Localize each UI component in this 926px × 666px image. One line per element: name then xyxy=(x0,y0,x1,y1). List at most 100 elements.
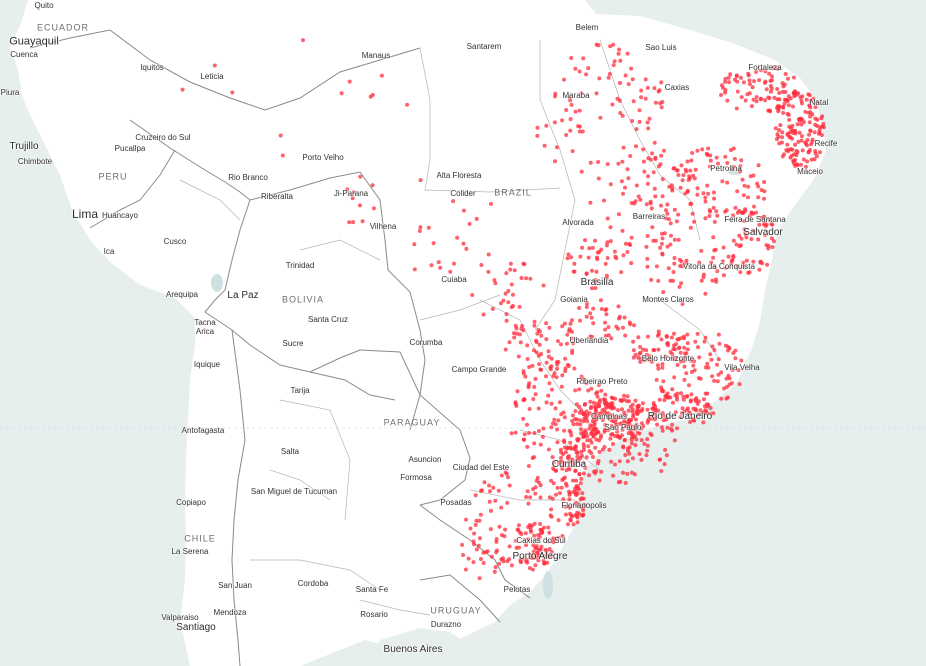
location-marker[interactable] xyxy=(655,363,660,368)
location-marker[interactable] xyxy=(705,411,710,416)
location-marker[interactable] xyxy=(791,75,796,80)
location-marker[interactable] xyxy=(531,549,536,554)
location-marker[interactable] xyxy=(633,424,638,429)
city-label[interactable]: Mendoza xyxy=(213,608,247,617)
location-marker[interactable] xyxy=(703,391,708,396)
location-marker[interactable] xyxy=(519,326,524,331)
location-marker[interactable] xyxy=(746,184,751,189)
location-marker[interactable] xyxy=(579,427,583,432)
location-marker[interactable] xyxy=(546,354,551,359)
city-label[interactable]: Natal xyxy=(809,98,829,107)
location-marker[interactable] xyxy=(546,539,550,544)
location-marker[interactable] xyxy=(482,480,487,485)
location-marker[interactable] xyxy=(668,278,673,283)
city-label[interactable]: Caxias do Sul xyxy=(516,536,566,545)
location-marker[interactable] xyxy=(499,505,504,510)
location-marker[interactable] xyxy=(751,259,756,264)
location-marker[interactable] xyxy=(630,77,635,82)
location-marker[interactable] xyxy=(547,381,552,386)
location-marker[interactable] xyxy=(715,379,720,384)
location-marker[interactable] xyxy=(733,356,738,361)
location-marker[interactable] xyxy=(629,261,634,266)
location-marker[interactable] xyxy=(741,260,746,265)
location-marker[interactable] xyxy=(632,427,637,432)
location-marker[interactable] xyxy=(463,567,468,572)
location-marker[interactable] xyxy=(569,336,574,341)
location-marker[interactable] xyxy=(660,100,665,104)
location-marker[interactable] xyxy=(412,267,417,272)
location-marker[interactable] xyxy=(580,129,585,134)
city-label[interactable]: Buenos Aires xyxy=(383,644,443,655)
location-marker[interactable] xyxy=(638,359,643,364)
location-marker[interactable] xyxy=(733,205,738,210)
location-marker[interactable] xyxy=(807,120,812,125)
location-marker[interactable] xyxy=(586,66,591,71)
location-marker[interactable] xyxy=(497,524,502,529)
city-label[interactable]: Rio de Janeiro xyxy=(647,411,713,422)
city-label[interactable]: Iquique xyxy=(193,360,221,369)
location-marker[interactable] xyxy=(658,457,663,462)
location-marker[interactable] xyxy=(606,411,611,416)
location-marker[interactable] xyxy=(351,190,356,195)
location-marker[interactable] xyxy=(604,307,609,312)
location-marker[interactable] xyxy=(471,560,476,565)
location-marker[interactable] xyxy=(609,432,614,437)
location-marker[interactable] xyxy=(646,126,651,131)
location-marker[interactable] xyxy=(568,518,573,523)
location-marker[interactable] xyxy=(804,97,809,102)
location-marker[interactable] xyxy=(629,437,634,442)
location-marker[interactable] xyxy=(785,111,790,116)
location-marker[interactable] xyxy=(573,409,578,414)
location-marker[interactable] xyxy=(617,316,621,321)
location-marker[interactable] xyxy=(563,366,568,371)
location-marker[interactable] xyxy=(620,228,625,233)
location-marker[interactable] xyxy=(587,246,592,251)
location-marker[interactable] xyxy=(545,560,550,565)
location-marker[interactable] xyxy=(584,314,589,319)
location-marker[interactable] xyxy=(681,334,686,339)
location-marker[interactable] xyxy=(623,73,628,78)
location-marker[interactable] xyxy=(612,433,617,438)
city-label[interactable]: Santiago xyxy=(176,622,216,633)
location-marker[interactable] xyxy=(625,459,630,464)
city-label[interactable]: Vila Velha xyxy=(724,363,760,372)
location-marker[interactable] xyxy=(741,218,746,223)
location-marker[interactable] xyxy=(681,173,686,178)
location-marker[interactable] xyxy=(758,260,763,265)
city-label[interactable]: Formosa xyxy=(400,473,432,482)
location-marker[interactable] xyxy=(727,80,731,85)
location-marker[interactable] xyxy=(694,399,698,404)
location-marker[interactable] xyxy=(657,397,662,402)
location-marker[interactable] xyxy=(688,420,693,424)
location-marker[interactable] xyxy=(726,75,731,80)
location-marker[interactable] xyxy=(636,403,641,408)
location-marker[interactable] xyxy=(533,392,538,397)
location-marker[interactable] xyxy=(527,407,532,411)
location-marker[interactable] xyxy=(536,558,541,563)
location-marker[interactable] xyxy=(719,396,724,401)
location-marker[interactable] xyxy=(595,394,600,399)
location-marker[interactable] xyxy=(487,483,492,488)
city-label[interactable]: Quito xyxy=(34,1,54,10)
location-marker[interactable] xyxy=(527,566,532,571)
location-marker[interactable] xyxy=(625,167,630,172)
location-marker[interactable] xyxy=(754,99,759,104)
location-marker[interactable] xyxy=(501,298,506,303)
location-marker[interactable] xyxy=(790,147,795,152)
location-marker[interactable] xyxy=(654,377,659,382)
location-marker[interactable] xyxy=(731,253,736,258)
location-marker[interactable] xyxy=(522,437,527,442)
location-marker[interactable] xyxy=(567,491,572,496)
location-marker[interactable] xyxy=(503,347,508,352)
city-label[interactable]: Trujillo xyxy=(9,141,39,152)
location-marker[interactable] xyxy=(735,89,740,94)
location-marker[interactable] xyxy=(769,86,774,91)
location-marker[interactable] xyxy=(556,339,560,344)
location-marker[interactable] xyxy=(642,358,647,363)
location-marker[interactable] xyxy=(731,238,736,243)
location-marker[interactable] xyxy=(653,410,657,415)
location-marker[interactable] xyxy=(571,522,576,527)
location-marker[interactable] xyxy=(519,276,524,280)
location-marker[interactable] xyxy=(671,347,676,351)
location-marker[interactable] xyxy=(646,156,651,161)
